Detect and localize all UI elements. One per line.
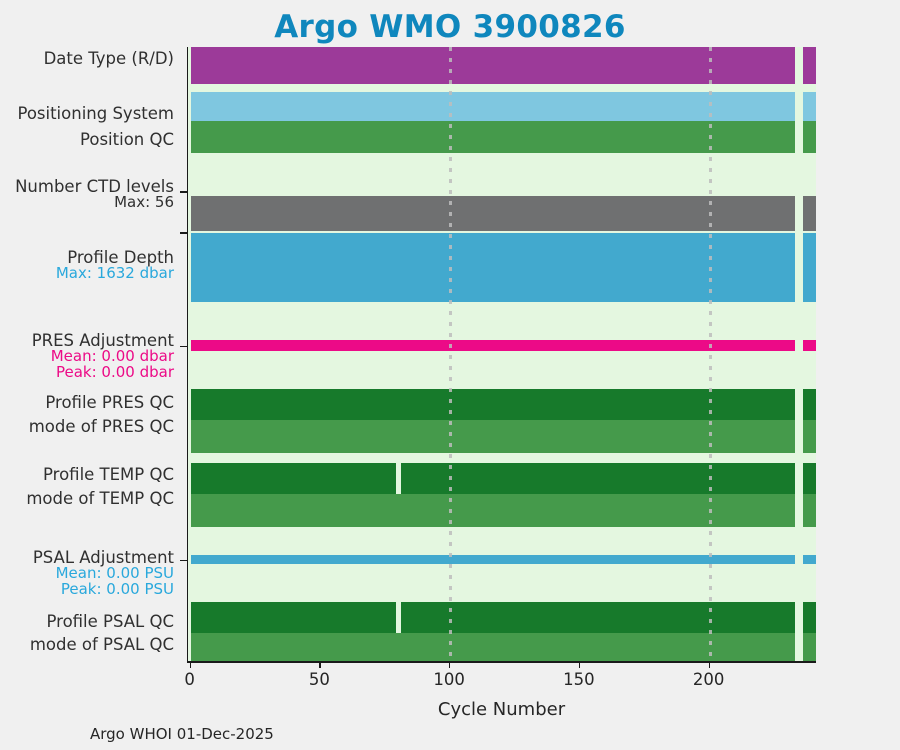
y-axis-tick xyxy=(180,191,188,193)
x-axis-spine xyxy=(187,661,816,663)
row-label-text: Date Type (R/D) xyxy=(43,49,174,68)
data-band xyxy=(803,633,816,662)
data-band xyxy=(190,233,796,302)
x-axis-title: Cycle Number xyxy=(437,699,566,720)
row-sublabel-text: Max: 56 xyxy=(114,193,174,212)
plot-area xyxy=(187,47,816,662)
x-axis-tick xyxy=(189,661,191,668)
data-band xyxy=(803,389,816,420)
data-band xyxy=(190,633,796,662)
row-label-profile-depth: Profile Depth Max: 1632 dbar xyxy=(56,249,174,282)
x-axis-tick xyxy=(449,661,451,668)
row-label-text: PSAL Adjustment xyxy=(32,548,174,567)
data-band xyxy=(803,121,816,153)
data-band xyxy=(190,47,796,84)
row-label-number-ctd-levels: Number CTD levels Max: 56 xyxy=(15,178,174,211)
data-band xyxy=(803,340,816,351)
gridline xyxy=(708,47,712,662)
row-label-profile-pres-qc: Profile PRES QC xyxy=(45,393,174,412)
data-band xyxy=(190,420,796,453)
row-label-positioning-system: Positioning System xyxy=(17,104,174,123)
data-band xyxy=(803,602,816,633)
row-label-text: mode of TEMP QC xyxy=(26,489,174,508)
data-band xyxy=(190,602,396,633)
row-label-profile-temp-qc: Profile TEMP QC xyxy=(43,465,174,484)
row-label-mode-of-temp-qc: mode of TEMP QC xyxy=(26,489,174,508)
row-label-date-type-r-d: Date Type (R/D) xyxy=(43,49,174,68)
x-axis-tick xyxy=(578,661,581,668)
gridline xyxy=(449,47,453,662)
row-label-profile-psal-qc: Profile PSAL QC xyxy=(46,612,174,631)
row-label-mode-of-pres-qc: mode of PRES QC xyxy=(28,417,174,436)
x-axis-tick-label: 200 xyxy=(692,670,725,689)
row-label-position-qc: Position QC xyxy=(80,130,174,149)
data-band xyxy=(803,463,816,494)
row-sublabel-text: Mean: 0.00 dbar xyxy=(50,347,174,366)
x-axis-tick-label: 150 xyxy=(563,670,595,689)
row-sublabel2-text: Peak: 0.00 PSU xyxy=(60,580,174,599)
row-label-mode-of-psal-qc: mode of PSAL QC xyxy=(29,635,174,654)
x-axis-tick-label: 50 xyxy=(308,670,330,689)
data-band xyxy=(400,602,796,633)
page-title: Argo WMO 3900826 xyxy=(274,9,626,45)
row-label-psal-adjustment: PSAL Adjustment Mean: 0.00 PSU Peak: 0.00 … xyxy=(33,549,174,598)
data-band xyxy=(803,555,816,564)
footer-credit: Argo WHOI 01-Dec-2025 xyxy=(90,725,274,743)
data-band xyxy=(190,92,796,121)
data-band xyxy=(190,494,796,527)
row-label-text: Positioning System xyxy=(17,104,174,123)
data-band xyxy=(803,494,816,527)
data-band xyxy=(803,47,816,84)
row-label-pres-adjustment: PRES Adjustment Mean: 0.00 dbar Peak: 0.00… xyxy=(32,332,174,381)
row-label-text: Number CTD levels xyxy=(15,177,174,196)
row-label-text: mode of PSAL QC xyxy=(29,635,174,654)
row-label-text: Profile TEMP QC xyxy=(43,465,174,484)
data-band xyxy=(190,389,796,420)
row-label-text: PRES Adjustment xyxy=(31,331,174,350)
data-band xyxy=(803,92,816,121)
x-axis-tick xyxy=(319,661,321,668)
row-sublabel-text: Mean: 0.00 PSU xyxy=(55,564,174,583)
x-axis-tick-label: 0 xyxy=(184,670,195,689)
row-label-text: Position QC xyxy=(80,130,174,149)
row-label-text: mode of PRES QC xyxy=(28,417,174,436)
row-sublabel-text: Max: 1632 dbar xyxy=(55,264,174,283)
row-label-text: Profile PSAL QC xyxy=(46,612,174,631)
data-band xyxy=(190,196,796,231)
x-axis-tick xyxy=(708,661,710,668)
data-band xyxy=(803,420,816,453)
y-axis-tick xyxy=(180,345,188,348)
x-axis-tick-label: 100 xyxy=(433,670,465,689)
data-band xyxy=(803,196,816,231)
data-band xyxy=(190,121,796,153)
y-axis-tick xyxy=(180,232,188,234)
row-sublabel2-text: Peak: 0.00 dbar xyxy=(55,363,174,382)
data-band xyxy=(190,340,796,351)
row-label-text: Profile Depth xyxy=(67,248,174,267)
data-band xyxy=(803,233,816,302)
data-band xyxy=(400,463,796,494)
data-band xyxy=(190,463,396,494)
y-axis-tick xyxy=(180,559,188,562)
data-band xyxy=(190,555,796,564)
row-label-text: Profile PRES QC xyxy=(45,393,174,412)
